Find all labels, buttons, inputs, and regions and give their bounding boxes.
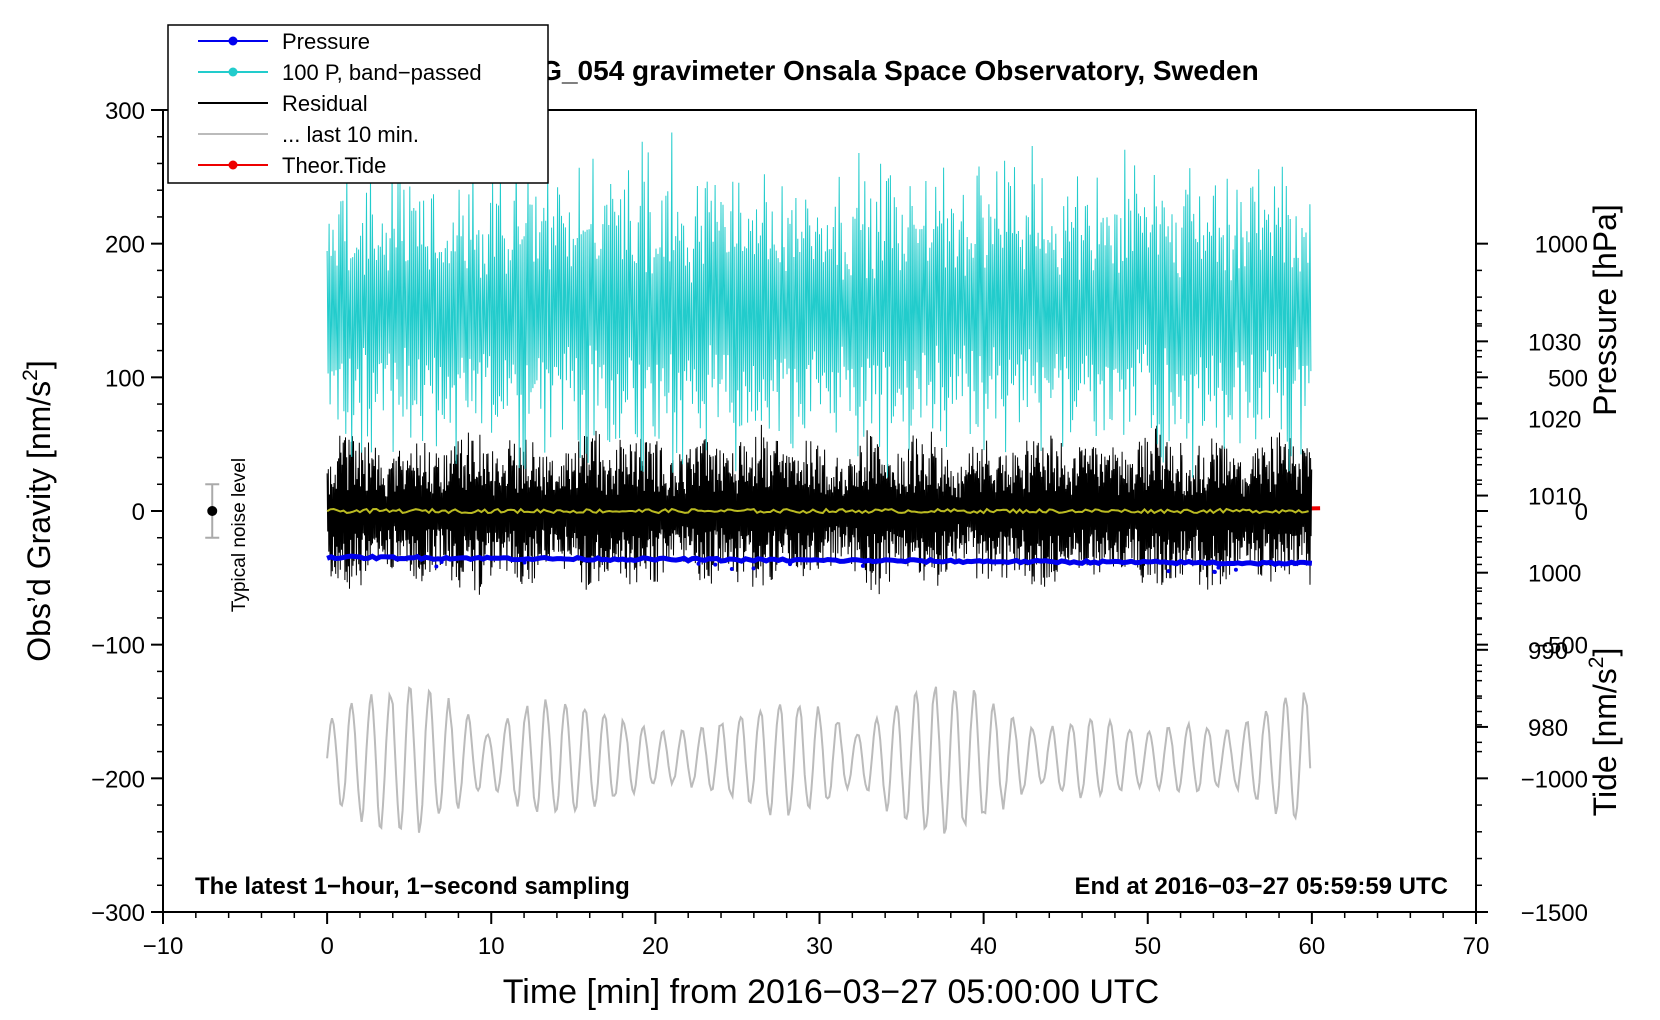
y-axis-pressure: 1030 1020 1010 1000 990 980 — [1476, 309, 1581, 744]
y-tick-label: 300 — [105, 98, 145, 125]
x-tick-label: −10 — [143, 933, 184, 960]
pressure-point — [439, 559, 444, 564]
pressure-tick-label: 1030 — [1528, 329, 1581, 356]
tide-tick-label: 500 — [1548, 365, 1588, 392]
pressure-point — [1233, 567, 1238, 572]
legend-label-residual: Residual — [282, 91, 368, 116]
band-passed-pressure-line — [326, 132, 1312, 478]
pressure-line — [326, 553, 1313, 567]
x-tick-label: 20 — [642, 933, 669, 960]
series-pressure — [326, 553, 1313, 574]
pressure-point — [1212, 569, 1217, 574]
y-axis-label-pressure: Pressure [hPa] — [1587, 204, 1623, 416]
y-tick-label: 100 — [105, 365, 145, 392]
tide-tick-label: 0 — [1575, 499, 1588, 526]
y-axis-label-gravity: Obs’d Gravity [nm/s2] — [19, 360, 57, 662]
annotation-end-time: End at 2016−03−27 05:59:59 UTC — [1074, 873, 1448, 900]
y-axis-gravity: 300 200 100 0 −100 −200 −300 — [91, 98, 163, 927]
x-tick-label: 30 — [806, 933, 833, 960]
tide-tick-label: −1000 — [1521, 766, 1588, 793]
pressure-point — [729, 566, 734, 571]
tide-tick-label: 1000 — [1535, 232, 1588, 259]
x-tick-label: 70 — [1463, 933, 1490, 960]
x-tick-label: 10 — [478, 933, 505, 960]
last-10-min-line — [326, 686, 1312, 834]
series-last-10-min — [326, 686, 1312, 834]
legend-marker-100-p-band-passed — [228, 67, 238, 77]
y-tick-label: −200 — [91, 766, 145, 793]
pressure-tick-label: 1020 — [1528, 406, 1581, 433]
pressure-point — [696, 561, 701, 566]
noise-bar-center-dot — [207, 506, 218, 516]
y-tick-label: 200 — [105, 232, 145, 259]
y-tick-label: 0 — [132, 499, 145, 526]
legend: Pressure 100 P, band−passed Residual ... la… — [167, 24, 549, 184]
series-residual-smoothed — [326, 507, 1309, 515]
chart-title: SCG_054 gravimeter Onsala Space Observat… — [501, 55, 1258, 86]
legend-marker-theor-tide — [228, 160, 238, 170]
pressure-point — [1166, 569, 1171, 574]
pressure-point — [1216, 565, 1221, 570]
series-band-passed-pressure — [326, 132, 1312, 478]
pressure-point — [434, 564, 439, 569]
y-axis-tide: 1000 500 0 −500 −1000 −1500 — [1476, 232, 1588, 927]
y-axis-label-tide: Tide [nm/s2] — [1585, 648, 1623, 817]
pressure-tick-label: 1010 — [1528, 484, 1581, 511]
residual-smoothed-line — [326, 507, 1309, 515]
tide-tick-label: −500 — [1534, 633, 1588, 660]
noise-level-label: Typical noise level — [229, 458, 250, 612]
x-tick-label: 0 — [320, 933, 333, 960]
pressure-point — [751, 566, 756, 571]
x-tick-label: 60 — [1299, 933, 1326, 960]
pressure-point — [522, 560, 527, 565]
tide-tick-label: −1500 — [1521, 900, 1588, 927]
legend-label-theor-tide: Theor.Tide — [282, 153, 386, 178]
y-tick-label: −300 — [91, 900, 145, 927]
y-tick-label: −100 — [91, 633, 145, 660]
noise-bar — [205, 483, 220, 539]
pressure-tick-label: 980 — [1528, 715, 1568, 742]
pressure-point — [713, 562, 718, 567]
pressure-tick-label: 990 — [1528, 638, 1568, 665]
x-axis: −10 0 10 20 30 40 50 60 70 — [143, 912, 1490, 960]
annotation-sampling: The latest 1−hour, 1−second sampling — [195, 873, 630, 900]
legend-label-pressure: Pressure — [282, 29, 370, 54]
legend-label-100-p-band-passed: 100 P, band−passed — [282, 60, 482, 85]
x-axis-label: Time [min] from 2016−03−27 05:00:00 UTC — [503, 973, 1159, 1011]
x-tick-label: 40 — [970, 933, 997, 960]
pressure-point — [860, 563, 865, 568]
pressure-point — [788, 562, 793, 567]
legend-label-last-10-min: ... last 10 min. — [282, 122, 419, 147]
legend-marker-pressure — [228, 36, 238, 46]
pressure-tick-label: 1000 — [1528, 561, 1581, 588]
x-tick-label: 50 — [1134, 933, 1161, 960]
